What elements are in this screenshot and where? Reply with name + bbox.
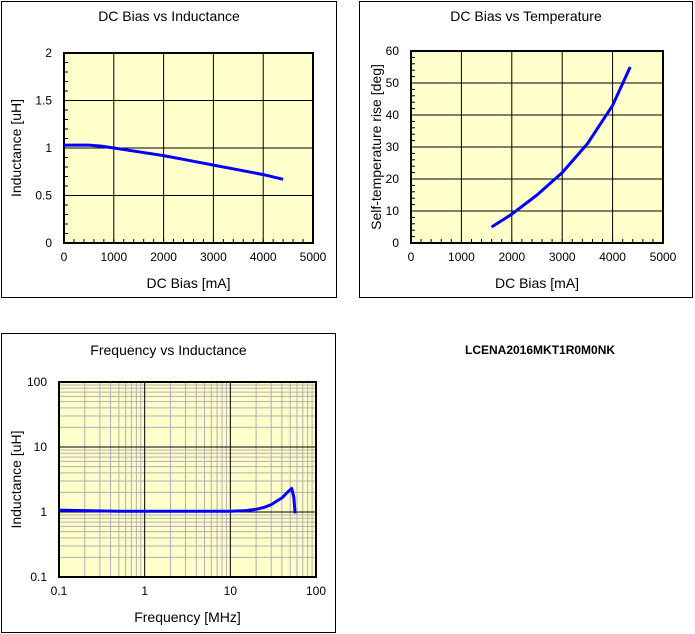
x-tick-label: 10 xyxy=(224,584,238,598)
chart-title: DC Bias vs Inductance xyxy=(98,8,240,24)
chart-panel-dc-bias-temperature: DC Bias vs Temperature 0 1000 2000 3000 4000 5… xyxy=(359,1,693,298)
part-number: LCENA2016MKT1R0M0NK xyxy=(465,343,616,357)
x-tick-label: 0.1 xyxy=(51,584,68,598)
x-tick-label: 5000 xyxy=(300,250,327,264)
y-tick-label: 0.1 xyxy=(30,570,47,584)
y-tick-label: 0 xyxy=(392,236,399,250)
x-tick-label: 3000 xyxy=(200,250,227,264)
x-tick-label: 1000 xyxy=(100,250,127,264)
y-tick-label: 1 xyxy=(45,141,52,155)
y-tick-label: 40 xyxy=(386,108,400,122)
x-axis-label: Frequency [MHz] xyxy=(134,609,241,625)
x-tick-label: 3000 xyxy=(549,250,576,264)
chart-panel-dc-bias-inductance: DC Bias vs Inductance 0 1000 2000 3000 4000 50… xyxy=(1,1,337,298)
y-tick-label: 2 xyxy=(45,46,52,60)
y-tick-label: 30 xyxy=(386,140,400,154)
y-tick-label: 60 xyxy=(386,44,400,58)
x-tick-label: 4000 xyxy=(599,250,626,264)
x-axis-label: DC Bias [mA] xyxy=(495,275,579,291)
plot-frame xyxy=(58,381,317,578)
x-tick-label: 2000 xyxy=(150,250,177,264)
y-tick-label: 10 xyxy=(34,440,48,454)
chart-frequency-inductance: Frequency vs Inductance 0.1 1 10 100 0.1 1 10 10… xyxy=(8,342,326,625)
y-tick-label: 20 xyxy=(386,172,400,186)
x-tick-label: 100 xyxy=(306,584,326,598)
data-series-line xyxy=(64,143,284,181)
plot-frame xyxy=(63,52,314,244)
y-axis-label: Inductance [uH] xyxy=(8,99,24,197)
chart-title: DC Bias vs Temperature xyxy=(450,8,602,24)
y-tick-label: 1.5 xyxy=(35,94,52,108)
chart-dc-bias-inductance: DC Bias vs Inductance 0 1000 2000 3000 4000 50… xyxy=(8,8,327,291)
x-tick-label: 2000 xyxy=(498,250,525,264)
y-tick-label: 0.5 xyxy=(35,189,52,203)
chart-dc-bias-temperature: DC Bias vs Temperature 0 1000 2000 3000 4000 5… xyxy=(368,8,677,291)
plot-area xyxy=(59,382,316,577)
x-axis-label: DC Bias [mA] xyxy=(146,275,230,291)
y-tick-label: 10 xyxy=(386,204,400,218)
y-tick-label: 50 xyxy=(386,76,400,90)
plot-frame xyxy=(410,50,664,244)
chart-title: Frequency vs Inductance xyxy=(90,342,247,358)
y-axis-label: Inductance [uH] xyxy=(8,430,24,528)
x-tick-label: 5000 xyxy=(650,250,677,264)
x-tick-label: 1 xyxy=(141,584,148,598)
y-tick-label: 0 xyxy=(45,236,52,250)
x-tick-label: 0 xyxy=(61,250,68,264)
y-axis-label: Self-temperature rise [deg] xyxy=(368,64,384,230)
chart-panel-frequency-inductance: Frequency vs Inductance 0.1 1 10 100 0.1 1 10 10… xyxy=(1,333,336,633)
y-tick-label: 1 xyxy=(40,505,47,519)
x-tick-label: 4000 xyxy=(250,250,277,264)
y-tick-label: 100 xyxy=(27,375,47,389)
x-tick-label: 0 xyxy=(408,250,415,264)
x-tick-label: 1000 xyxy=(448,250,475,264)
